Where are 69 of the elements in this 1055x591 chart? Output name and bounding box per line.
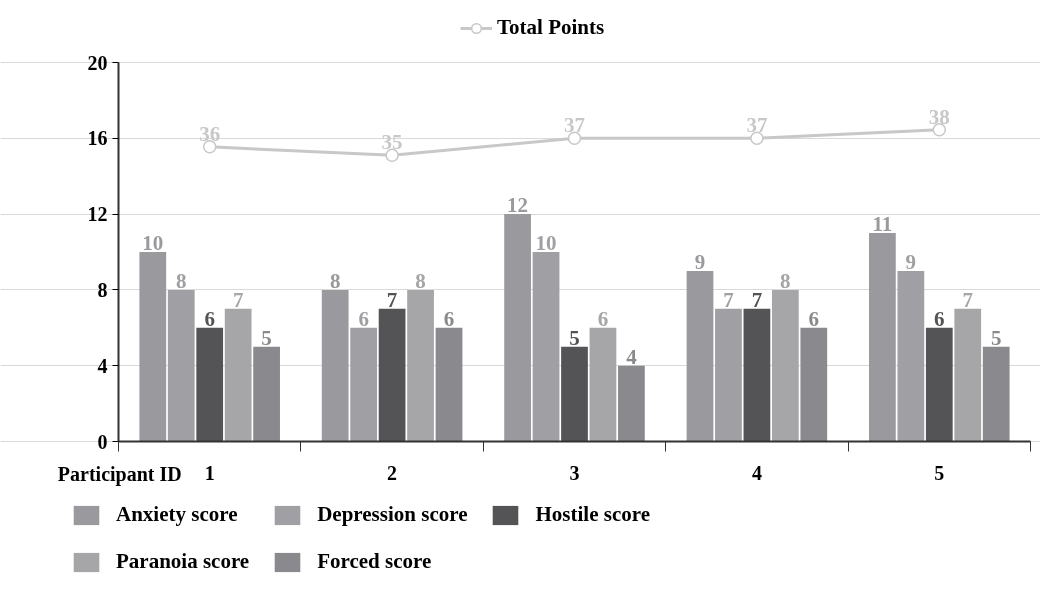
bar xyxy=(800,327,828,442)
bar xyxy=(435,327,463,442)
data-label: 5 xyxy=(261,325,272,350)
y-tick-label: 20 xyxy=(87,51,108,74)
data-label: 9 xyxy=(905,249,917,274)
data-label: 9 xyxy=(694,249,706,274)
point xyxy=(202,140,217,154)
bar xyxy=(686,270,714,442)
y-tick-label: 0 xyxy=(97,430,108,453)
data-label: 8 xyxy=(329,268,341,293)
y-tick-label: 16 xyxy=(87,127,108,150)
x-tick-label: 4 xyxy=(751,461,762,484)
data-label: 6 xyxy=(808,306,820,331)
x-tick-label: 1 xyxy=(204,461,215,484)
bar xyxy=(224,308,252,442)
data-label: 6 xyxy=(358,306,369,331)
data-label: 4 xyxy=(626,344,638,369)
bar xyxy=(167,289,195,442)
bar xyxy=(139,252,167,442)
data-label: 7 xyxy=(232,287,244,312)
data-label: 7 xyxy=(962,287,973,312)
data-label: 8 xyxy=(780,268,791,293)
data-label: 11 xyxy=(872,212,893,237)
legend-label: Anxiety score xyxy=(116,502,238,527)
bar xyxy=(925,327,953,442)
data-label: 8 xyxy=(415,268,426,293)
legend-label: Total Points xyxy=(497,15,605,40)
bar xyxy=(618,365,645,442)
data-label: 5 xyxy=(569,325,580,350)
data-label: 7 xyxy=(723,287,734,312)
legend-label: Hostile score xyxy=(535,502,650,527)
data-label: 10 xyxy=(535,231,557,255)
data-label: 5 xyxy=(990,325,1002,350)
y-tick-label: 12 xyxy=(87,203,108,226)
x-tick-label: 2 xyxy=(387,461,398,484)
legend-label: Paranoia score xyxy=(116,549,250,574)
y-tick-label: 8 xyxy=(97,278,108,301)
bar xyxy=(253,346,280,442)
bar xyxy=(954,308,982,442)
data-label: 10 xyxy=(142,231,164,255)
x-tick-label: 3 xyxy=(569,461,580,484)
data-label: 6 xyxy=(597,306,609,331)
bar xyxy=(532,252,560,442)
bar xyxy=(504,214,531,442)
data-label: 7 xyxy=(751,287,763,312)
point xyxy=(750,131,764,146)
point xyxy=(385,148,399,163)
data-label: 8 xyxy=(176,268,187,293)
data-label: 6 xyxy=(934,306,945,331)
bar xyxy=(771,289,799,442)
bar xyxy=(407,289,434,442)
data-label: 7 xyxy=(386,287,398,312)
data-label: 12 xyxy=(507,193,529,218)
x-axis-title: Participant ID xyxy=(57,462,182,486)
bar xyxy=(378,308,406,442)
y-tick-label: 4 xyxy=(97,354,108,377)
bar xyxy=(196,327,224,442)
bar xyxy=(589,327,617,442)
legend-label: Depression score xyxy=(317,502,468,527)
legend-label: Forced score xyxy=(317,549,432,574)
point xyxy=(932,123,947,137)
x-tick-label: 5 xyxy=(934,461,945,484)
data-label: 6 xyxy=(443,306,455,331)
bar xyxy=(561,346,588,442)
point xyxy=(567,131,582,146)
bar xyxy=(743,308,771,442)
data-label: 6 xyxy=(204,306,215,331)
bar xyxy=(982,346,1010,442)
bar xyxy=(715,308,742,442)
